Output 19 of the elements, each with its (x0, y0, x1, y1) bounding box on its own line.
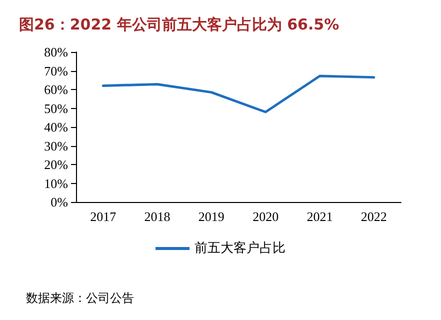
y-tick-label: 20% (44, 157, 68, 172)
x-tick-label: 2021 (306, 209, 333, 224)
y-tick-label: 60% (44, 82, 68, 97)
legend-label: 前五大客户占比 (194, 240, 286, 256)
x-tick-label: 2022 (360, 209, 387, 224)
source-note: 数据来源：公司公告 (26, 291, 134, 305)
y-tick-label: 70% (44, 63, 68, 78)
y-tick-label: 80% (44, 44, 68, 60)
x-tick-label: 2017 (90, 209, 117, 224)
y-tick-label: 30% (44, 138, 68, 154)
y-tick-label: 50% (44, 100, 68, 116)
x-tick-label: 2018 (144, 209, 170, 224)
chart-title: 图26：2022 年公司前五大客户占比为 66.5% (19, 16, 340, 34)
x-tick-label: 2020 (252, 209, 279, 224)
y-tick-label: 40% (44, 120, 68, 134)
x-tick-label: 2019 (198, 209, 224, 224)
line-series (102, 74, 376, 114)
y-tick-label: 0% (50, 194, 68, 210)
y-tick-label: 10% (44, 176, 68, 191)
